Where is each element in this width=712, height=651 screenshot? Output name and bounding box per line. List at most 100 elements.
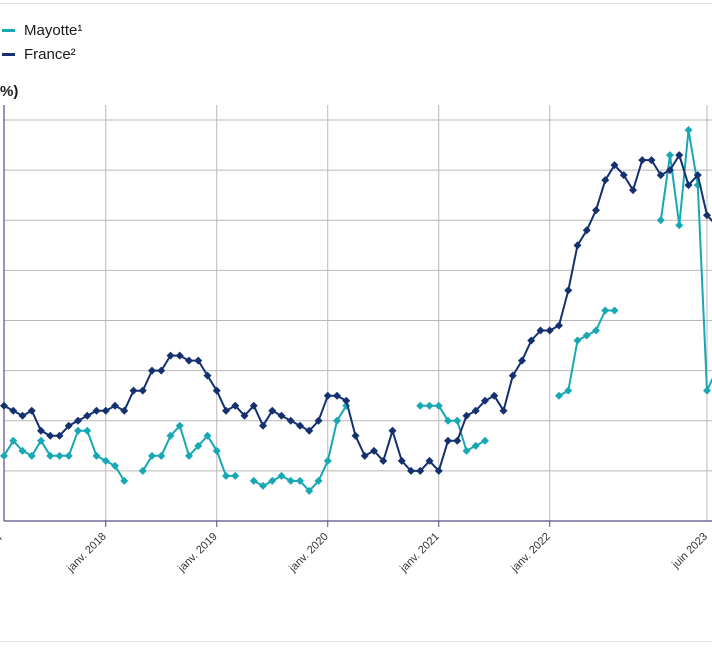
data-point — [277, 411, 286, 420]
data-point — [286, 476, 295, 485]
data-point — [305, 486, 314, 495]
data-point — [647, 156, 656, 165]
x-tick-label-clipped: janv. 2017 — [0, 531, 6, 576]
legend-item-mayotte[interactable]: Mayotte¹ — [2, 18, 82, 42]
data-point — [601, 176, 610, 185]
data-point — [434, 466, 443, 475]
data-point — [555, 321, 563, 330]
data-point — [222, 406, 230, 415]
data-point — [314, 416, 323, 425]
series-mayotte — [0, 126, 712, 495]
data-point — [74, 416, 82, 425]
x-tick-label: janv. 2020 — [286, 531, 331, 576]
data-point — [453, 416, 462, 425]
x-tick-label: janv. 2019 — [175, 531, 220, 576]
data-point — [481, 436, 489, 445]
data-point — [471, 406, 480, 415]
legend-swatch-mayotte — [2, 28, 15, 32]
data-point — [55, 431, 64, 440]
data-point — [249, 476, 258, 485]
data-point — [37, 426, 45, 435]
data-point — [323, 456, 332, 465]
data-point — [296, 476, 304, 485]
data-point — [684, 126, 693, 135]
x-tick-label: juin 2023 — [669, 531, 710, 572]
series-line — [3, 429, 126, 482]
data-point — [268, 406, 277, 415]
legend-swatch-france — [2, 52, 15, 56]
data-point — [120, 406, 129, 415]
horizontal-gridlines — [4, 119, 712, 472]
data-point — [18, 446, 27, 455]
data-point — [194, 356, 203, 365]
data-point — [555, 391, 563, 400]
data-point — [619, 171, 628, 180]
data-point — [83, 426, 92, 435]
data-point — [333, 391, 341, 400]
data-point — [471, 441, 480, 450]
x-tick-labels: janv. 2018 janv. 2019 janv. 2020 janv. 2021… — [0, 531, 710, 576]
data-point — [610, 161, 619, 170]
data-point — [212, 386, 221, 395]
data-point — [27, 451, 36, 460]
data-point — [231, 401, 240, 410]
data-point — [148, 451, 156, 460]
data-point — [453, 436, 462, 445]
data-point — [175, 421, 184, 430]
top-border — [0, 3, 712, 4]
data-point — [545, 326, 554, 335]
data-point — [490, 391, 499, 400]
data-point — [111, 461, 119, 470]
data-point — [166, 431, 175, 440]
data-point — [18, 411, 27, 420]
data-point — [166, 351, 175, 360]
data-point — [27, 406, 36, 415]
data-point — [296, 421, 304, 430]
data-point — [323, 391, 332, 400]
data-point — [536, 326, 545, 335]
y-axis-unit-label: %) — [0, 83, 19, 100]
data-point — [157, 451, 166, 460]
data-point — [564, 286, 573, 295]
data-point — [175, 351, 184, 360]
data-point — [342, 396, 351, 405]
data-point — [601, 306, 610, 315]
series-line — [659, 129, 712, 392]
data-point — [638, 156, 647, 165]
data-point — [564, 386, 573, 395]
data-point — [592, 326, 600, 335]
data-point — [508, 371, 517, 380]
data-point — [629, 186, 637, 195]
data-point — [675, 221, 684, 230]
data-point — [212, 446, 221, 455]
data-point — [259, 481, 267, 490]
data-point — [194, 441, 203, 450]
data-point — [305, 426, 314, 435]
bottom-border — [0, 641, 712, 642]
data-point — [351, 431, 360, 440]
data-point — [656, 171, 665, 180]
data-point — [518, 356, 526, 365]
data-point — [101, 456, 110, 465]
x-tick-label: janv. 2021 — [397, 531, 442, 576]
legend-label-mayotte: Mayotte¹ — [24, 21, 83, 39]
data-point — [573, 336, 582, 345]
data-point — [370, 446, 378, 455]
data-point — [46, 431, 55, 440]
data-point — [573, 241, 582, 250]
data-point — [416, 401, 425, 410]
data-point — [0, 451, 8, 460]
data-point — [46, 451, 55, 460]
data-point — [388, 426, 397, 435]
data-point — [120, 476, 129, 485]
legend-item-france[interactable]: France² — [2, 42, 82, 66]
data-point — [462, 411, 471, 420]
data-point — [703, 211, 711, 220]
data-point — [249, 401, 258, 410]
data-point — [444, 416, 452, 425]
data-point — [397, 456, 406, 465]
data-point — [407, 466, 415, 475]
data-point — [666, 166, 674, 175]
data-point — [582, 331, 591, 340]
data-point — [286, 416, 295, 425]
